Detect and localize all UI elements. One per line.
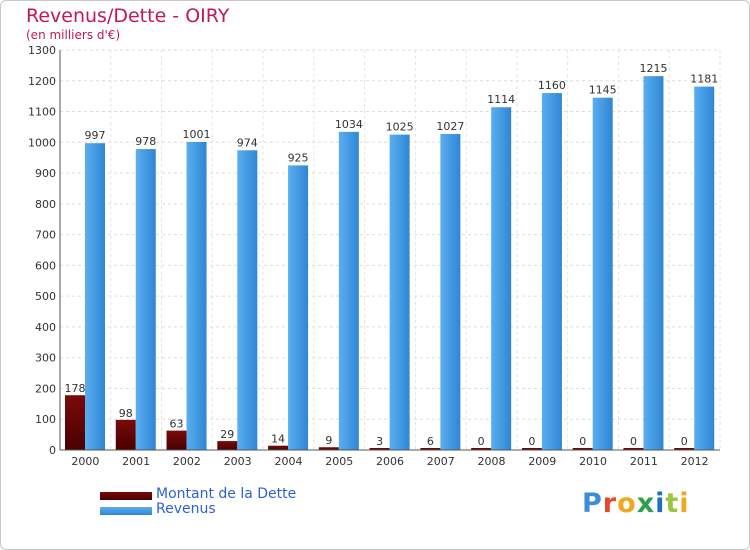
bar-dette xyxy=(572,448,593,450)
y-tick-label: 0 xyxy=(49,444,56,457)
x-tick-label: 2004 xyxy=(274,455,302,468)
y-tick-label: 400 xyxy=(35,321,56,334)
logo-letter: P xyxy=(582,488,603,519)
bar-dette xyxy=(318,447,339,450)
bar-dette xyxy=(521,448,542,450)
x-tick-label: 2007 xyxy=(427,455,455,468)
data-label-revenus: 1034 xyxy=(335,118,363,131)
x-tick-label: 2012 xyxy=(681,455,709,468)
data-label-dette: 14 xyxy=(271,433,285,446)
data-label-dette: 98 xyxy=(119,407,133,420)
proxiti-logo: Proxiti xyxy=(582,488,690,519)
x-tick-label: 2005 xyxy=(325,455,353,468)
y-tick-label: 600 xyxy=(35,259,56,272)
bar-revenus xyxy=(237,150,258,451)
data-label-dette: 0 xyxy=(579,435,586,448)
x-tick-label: 2006 xyxy=(376,455,404,468)
bar-revenus xyxy=(135,149,156,451)
legend-swatch-revenus xyxy=(100,507,152,515)
chart-subtitle: (en milliers d'€) xyxy=(26,28,121,42)
bar-dette xyxy=(65,395,85,450)
data-label-revenus: 1160 xyxy=(538,79,566,92)
y-tick-label: 1000 xyxy=(28,136,56,149)
x-tick-label: 2008 xyxy=(478,455,506,468)
data-label-dette: 0 xyxy=(681,435,688,448)
bar-dette xyxy=(623,448,644,450)
data-label-revenus: 1114 xyxy=(487,93,515,106)
bar-revenus xyxy=(389,134,410,450)
data-label-dette: 6 xyxy=(427,435,434,448)
y-tick-label: 1100 xyxy=(28,106,56,119)
bar-dette xyxy=(217,441,238,450)
bar-revenus xyxy=(541,93,562,451)
data-label-revenus: 997 xyxy=(85,129,106,142)
data-label-revenus: 1001 xyxy=(183,128,211,141)
bar-revenus xyxy=(338,131,359,450)
bar-revenus xyxy=(491,107,512,450)
data-label-revenus: 1145 xyxy=(589,84,617,97)
bar-dette xyxy=(420,448,441,450)
x-tick-label: 2010 xyxy=(579,455,607,468)
x-tick-label: 2002 xyxy=(173,455,201,468)
bar-revenus xyxy=(85,143,105,450)
bar-revenus xyxy=(592,97,613,450)
bar-dette xyxy=(674,448,695,450)
data-label-dette: 63 xyxy=(170,418,184,431)
bar-revenus xyxy=(288,165,309,450)
bar-revenus xyxy=(186,142,207,450)
data-label-dette: 0 xyxy=(528,435,535,448)
bar-revenus xyxy=(643,76,664,451)
y-tick-label: 500 xyxy=(35,290,56,303)
logo-letter: i xyxy=(679,488,690,519)
y-tick-label: 1300 xyxy=(28,44,56,57)
data-label-dette: 0 xyxy=(478,435,485,448)
data-label-dette: 178 xyxy=(65,382,86,395)
data-label-revenus: 1181 xyxy=(690,73,718,86)
legend-label-revenus: Revenus xyxy=(156,501,216,517)
logo-letter: r xyxy=(602,488,618,519)
labels-layer: 178 997 98 978 63 1001 29 974 14 925 9 1034 3 1025 6 10… xyxy=(65,62,719,448)
chart-title: Revenus/Dette - OIRY xyxy=(26,5,230,27)
legend-swatch-dette xyxy=(100,492,152,500)
bar-dette xyxy=(268,445,289,450)
data-label-dette: 0 xyxy=(630,435,637,448)
axis-layer: 0100200300400500600700800900100011001200… xyxy=(28,44,720,468)
data-label-dette: 9 xyxy=(325,434,332,447)
data-label-dette: 3 xyxy=(376,435,383,448)
y-tick-label: 100 xyxy=(35,413,56,426)
bar-dette xyxy=(115,419,136,450)
legend-label-dette: Montant de la Dette xyxy=(156,486,297,502)
y-tick-label: 300 xyxy=(35,352,56,365)
bar-dette xyxy=(369,448,390,450)
y-tick-label: 800 xyxy=(35,198,56,211)
x-tick-label: 2011 xyxy=(630,455,658,468)
data-label-revenus: 1025 xyxy=(386,121,414,134)
bars-layer xyxy=(65,76,715,451)
data-label-revenus: 974 xyxy=(237,136,258,149)
logo-letter: i xyxy=(655,488,666,519)
logo-letter: t xyxy=(665,488,680,519)
bar-dette xyxy=(471,448,492,450)
bar-revenus xyxy=(440,134,461,450)
logo-letter: o xyxy=(617,488,637,519)
logo-letter: x xyxy=(636,488,656,519)
data-label-dette: 29 xyxy=(220,428,234,441)
y-tick-label: 200 xyxy=(35,382,56,395)
bar-dette xyxy=(166,430,187,450)
x-tick-label: 2001 xyxy=(122,455,150,468)
y-tick-label: 700 xyxy=(35,229,56,242)
y-tick-label: 1200 xyxy=(28,75,56,88)
bar-revenus xyxy=(694,86,715,450)
data-label-revenus: 925 xyxy=(288,151,309,164)
data-label-revenus: 1215 xyxy=(639,62,667,75)
y-tick-label: 900 xyxy=(35,167,56,180)
x-tick-label: 2009 xyxy=(528,455,556,468)
data-label-revenus: 978 xyxy=(135,135,156,148)
x-tick-label: 2003 xyxy=(224,455,252,468)
data-label-revenus: 1027 xyxy=(436,120,464,133)
x-tick-label: 2000 xyxy=(71,455,99,468)
